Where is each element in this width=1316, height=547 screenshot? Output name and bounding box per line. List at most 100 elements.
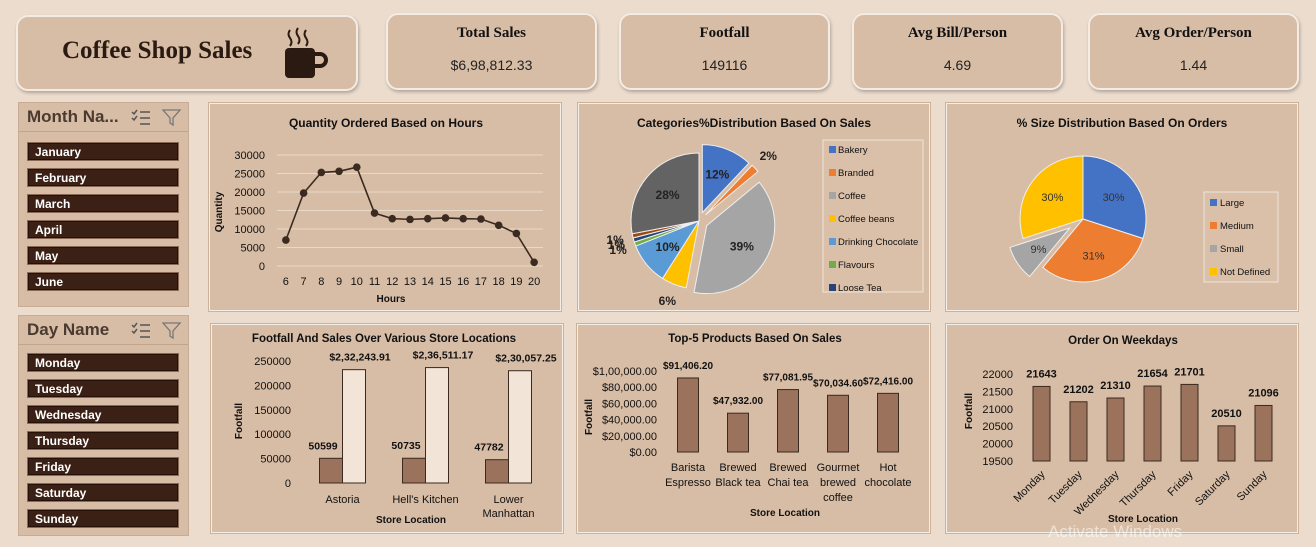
slicer-item-may[interactable]: May: [27, 246, 179, 265]
data-point: [423, 214, 432, 223]
chart-title: Quantity Ordered Based on Hours: [289, 116, 483, 130]
bar: [777, 389, 799, 453]
y-axis-label: Footfall: [234, 403, 245, 439]
data-point: [388, 214, 397, 223]
slice-label: 2%: [760, 149, 778, 163]
slice-label: 1%: [606, 233, 624, 247]
x-axis-label: Hours: [377, 294, 406, 305]
pie-slice: [1042, 218, 1144, 283]
data-point: [317, 168, 326, 177]
x-tick-label: 9: [336, 276, 342, 288]
multi-select-icon[interactable]: [131, 322, 151, 340]
x-tick-label: 20: [528, 276, 540, 288]
y-tick-label: $20,000.00: [602, 431, 657, 443]
pie-slice: [701, 144, 750, 214]
slicer-item-tuesday[interactable]: Tuesday: [27, 379, 179, 398]
x-tick-label: 19: [510, 276, 522, 288]
legend-entry: Large: [1220, 198, 1244, 209]
legend-swatch: [829, 169, 836, 176]
legend-swatch: [1210, 268, 1217, 275]
data-label: 21701: [1174, 366, 1205, 378]
clear-filter-icon[interactable]: [162, 109, 182, 127]
category-pie-chart-svg: Categories%Distribution Based On Sales 12…: [606, 116, 924, 308]
data-label: 21310: [1100, 380, 1131, 392]
slicer-header: Month Na...: [19, 103, 188, 132]
data-point: [494, 221, 503, 230]
slicer-item-june[interactable]: June: [27, 272, 179, 291]
slicer-item-february[interactable]: February: [27, 168, 179, 187]
x-tick-label: Gourmet: [817, 462, 860, 474]
chart-title: Top-5 Products Based On Sales: [668, 333, 842, 345]
slice-label: 1%: [609, 243, 627, 257]
x-tick-label: 15: [439, 276, 451, 288]
data-point: [406, 215, 414, 224]
data-label: 21654: [1137, 368, 1168, 380]
slicer-item-wednesday[interactable]: Wednesday: [27, 405, 179, 424]
slice-label: 10%: [656, 240, 680, 254]
header-card: Coffee Shop Sales: [16, 15, 358, 91]
y-tick-label: 30000: [234, 150, 265, 162]
slice-label: 12%: [705, 168, 729, 182]
x-tick-label: Barista: [671, 462, 706, 474]
x-tick-label: Thursday: [1118, 468, 1159, 509]
x-tick-label: 16: [457, 276, 469, 288]
slicer-header: Day Name: [19, 316, 188, 345]
slicer-item-monday[interactable]: Monday: [27, 353, 179, 372]
pie-slice: [1082, 155, 1147, 240]
data-label: 21643: [1026, 368, 1057, 380]
x-tick-label: Hell's Kitchen: [392, 494, 458, 506]
pie-slice: [1009, 226, 1072, 278]
slicer-item-march[interactable]: March: [27, 194, 179, 213]
bar: [877, 392, 899, 453]
kpi-value: $6,98,812.33: [450, 57, 533, 73]
data-label: $2,36,511.17: [413, 350, 474, 362]
legend-swatch: [1210, 245, 1217, 252]
clear-filter-icon[interactable]: [162, 322, 182, 340]
pie-slice: [693, 181, 776, 295]
x-tick-label: Brewed: [769, 462, 806, 474]
x-axis-label: Store Location: [750, 508, 820, 519]
slicer-item-april[interactable]: April: [27, 220, 179, 239]
pie-slice: [630, 152, 700, 235]
y-axis-label: Quantity: [214, 191, 225, 232]
legend-box: [1203, 191, 1279, 283]
data-label: $72,416.00: [863, 376, 913, 387]
legend-entry: Loose Tea: [838, 283, 882, 294]
x-tick-label: coffee: [823, 492, 853, 504]
chart-title: Order On Weekdays: [1068, 335, 1178, 347]
bar: [827, 394, 849, 453]
x-tick-label: Chai tea: [768, 477, 810, 489]
legend-swatch: [1210, 222, 1217, 229]
slicer-item-sunday[interactable]: Sunday: [27, 509, 179, 528]
y-tick-label: 20500: [982, 421, 1013, 433]
x-tick-label: 12: [386, 276, 398, 288]
slicer-item-thursday[interactable]: Thursday: [27, 431, 179, 450]
data-label: $47,932.00: [713, 396, 763, 407]
slicer-item-friday[interactable]: Friday: [27, 457, 179, 476]
weekday-bar-chart-svg: Order On Weekdays 19500 20000 20500 21000 215…: [964, 335, 1279, 525]
y-tick-label: 25000: [234, 169, 265, 181]
legend-swatch: [829, 146, 836, 153]
slicer-item-saturday[interactable]: Saturday: [27, 483, 179, 502]
data-point: [353, 163, 361, 172]
coffee-cup-icon: [285, 27, 328, 78]
y-tick-label: 5000: [241, 243, 265, 255]
kpi-total-sales: Total Sales $6,98,812.33: [386, 13, 597, 90]
multi-select-icon[interactable]: [131, 109, 151, 127]
x-axis-label: Store Location: [376, 515, 446, 526]
bar: [402, 457, 426, 484]
hours-line-chart-svg: Quantity Ordered Based on Hours 0 5000 1000…: [214, 116, 543, 305]
data-point: [512, 229, 521, 238]
products-bar-chart: Top-5 Products Based On Sales $0.00 $20,00…: [577, 324, 930, 533]
size-pie-chart-svg: % Size Distribution Based On Orders 30% 31…: [1009, 116, 1279, 283]
y-axis-label: Footfall: [964, 393, 975, 429]
x-tick-label: 18: [493, 276, 505, 288]
weekday-bar-chart: Order On Weekdays 19500 20000 20500 21000 215…: [946, 324, 1298, 533]
data-point: [282, 236, 290, 244]
kpi-title: Footfall: [699, 25, 750, 41]
data-point: [530, 258, 538, 267]
store-bar-chart: Footfall And Sales Over Various Store Lo…: [211, 324, 563, 533]
series-line: [285, 166, 535, 263]
slicer-item-january[interactable]: January: [27, 142, 179, 161]
chart-title: Categories%Distribution Based On Sales: [637, 116, 871, 130]
